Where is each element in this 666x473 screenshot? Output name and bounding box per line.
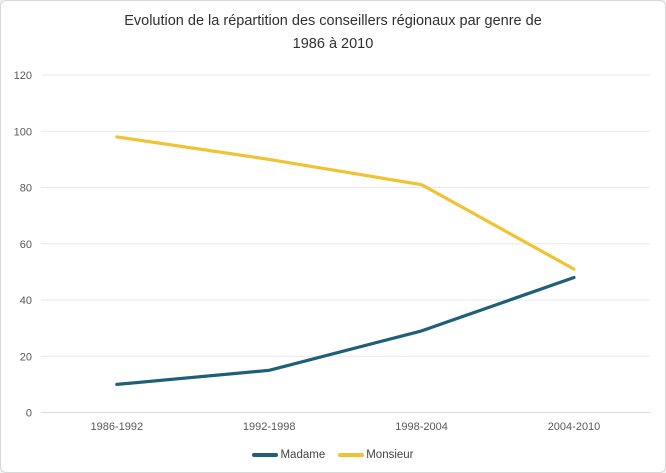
series-line-madame [115,275,576,386]
y-axis-tick-label: 40 [20,295,32,307]
y-axis-tick-label: 0 [26,408,32,420]
monsieur-line-swatch-icon [338,453,365,457]
x-axis-category-label: 1986-1992 [90,421,143,433]
y-axis-tick-label: 80 [20,183,32,195]
y-axis-tick-label: 120 [14,70,32,82]
chart-title: Evolution de la répartition des conseill… [124,13,542,53]
legend-item-monsieur: Monsieur [338,449,414,461]
x-axis-category-label: 1992-1998 [243,421,296,433]
x-axis-category-label: 1998-2004 [395,421,448,433]
legend-item-madame: Madame [252,449,325,461]
madame-line-swatch-icon [252,453,279,457]
y-axis-tick-label: 20 [20,351,32,363]
y-axis-tick-label: 100 [14,126,32,138]
legend-label-monsieur: Monsieur [366,449,414,461]
y-axis-tick-label: 60 [20,239,32,251]
legend: Madame Monsieur [1,449,665,461]
series-line-monsieur [115,135,576,271]
legend-label-madame: Madame [280,449,326,461]
x-axis-category-label: 2004-2010 [548,421,601,433]
